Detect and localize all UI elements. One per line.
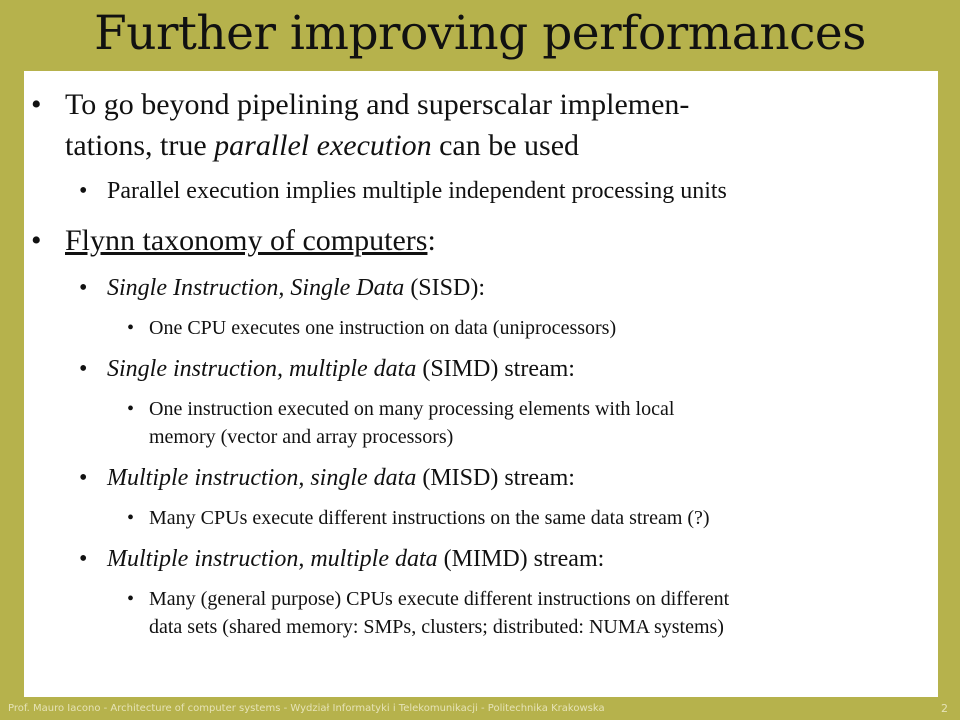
detail-mimd: • Many (general purpose) CPUs execute di… [127,585,938,641]
bullet-marker: • [127,317,135,339]
bullet-text: Parallel execution implies multiple inde… [107,178,727,204]
sub-bullet-sisd: • Single Instruction, Single Data (SISD)… [79,273,938,304]
bullet-line: tations, true parallel execution can be … [65,125,938,166]
text-span: : [427,224,436,257]
detail-sisd: • One CPU executes one instruction on da… [127,314,938,342]
content-panel: • To go beyond pipelining and superscala… [24,71,938,697]
bullet-flynn-taxonomy: • Flynn taxonomy of computers: [31,220,938,261]
detail-misd: • Many CPUs execute different instructio… [127,504,938,532]
emphasis-text: Single instruction, multiple data [107,356,417,382]
bullet-text: One CPU executes one instruction on data… [149,317,617,339]
emphasis-text: Multiple instruction, single data [107,465,417,491]
text-span: (MIMD) stream: [437,546,605,572]
bullet-text: Many CPUs execute different instructions… [149,507,710,529]
text-span: tations, true [65,129,215,162]
sub-bullet-misd: • Multiple instruction, single data (MIS… [79,463,938,494]
bullet-marker: • [31,88,42,121]
text-span: (SISD): [404,275,485,301]
bullet-marker: • [31,224,42,257]
flynn-taxonomy-link[interactable]: Flynn taxonomy of computers [65,224,428,257]
sub-bullet-mimd: • Multiple instruction, multiple data (M… [79,544,938,575]
bullet-marker: • [127,398,135,420]
bullet-marker: • [79,356,88,382]
bullet-marker: • [79,465,88,491]
bullet-line: data sets (shared memory: SMPs, clusters… [149,616,724,638]
emphasis-text: Single Instruction, Single Data [107,275,405,301]
bullet-marker: • [79,178,88,204]
bullet-line: Many (general purpose) CPUs execute diff… [149,588,730,610]
text-span: (SIMD) stream: [416,356,575,382]
emphasis-text: parallel execution [214,129,432,162]
sub-bullet-parallel-units: • Parallel execution implies multiple in… [79,176,938,207]
slide-title: Further improving performances [94,6,866,61]
bullet-marker: • [79,275,88,301]
bullet-line: One instruction executed on many process… [149,398,675,420]
bullet-marker: • [79,546,88,572]
emphasis-text: Multiple instruction, multiple data [107,546,438,572]
page-number: 2 [941,702,948,715]
footer-text: Prof. Mauro Iacono - Architecture of com… [8,703,605,714]
sub-bullet-simd: • Single instruction, multiple data (SIM… [79,354,938,385]
text-span: can be used [431,129,580,162]
bullet-marker: • [127,507,135,529]
text-span: (MISD) stream: [416,465,575,491]
bullet-line: To go beyond pipelining and superscalar … [65,88,690,121]
bullet-marker: • [127,588,135,610]
detail-simd: • One instruction executed on many proce… [127,395,938,451]
bullet-line: memory (vector and array processors) [149,426,454,448]
bullet-parallel-execution: • To go beyond pipelining and superscala… [31,71,938,166]
